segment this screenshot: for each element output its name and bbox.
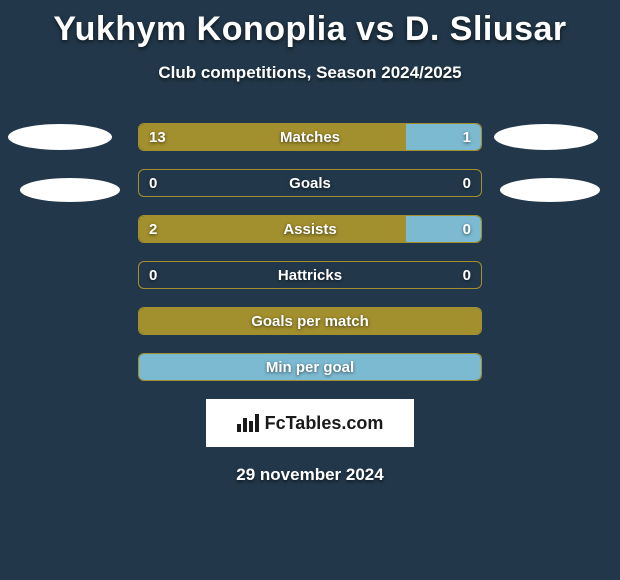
stat-label: Hattricks [139,262,481,289]
comparison-rows: 131Matches 00Goals 20Assists 00Hattricks Goa… [0,123,620,381]
stat-row: 00Hattricks [138,261,482,289]
stat-label: Matches [139,124,481,151]
stat-label: Goals [139,170,481,197]
stat-row: 131Matches [138,123,482,151]
avatar-placeholder [494,124,598,150]
stat-row: Min per goal [138,353,482,381]
logo-box: FcTables.com [206,399,414,447]
logo-text: FcTables.com [265,413,384,434]
subtitle: Club competitions, Season 2024/2025 [0,63,620,83]
logo: FcTables.com [237,413,384,434]
page-title: Yukhym Konoplia vs D. Sliusar [0,0,620,49]
stat-row: 20Assists [138,215,482,243]
date-label: 29 november 2024 [0,465,620,485]
avatar-placeholder [20,178,120,202]
avatar-placeholder [8,124,112,150]
avatar-placeholder [500,178,600,202]
stat-label: Goals per match [139,308,481,335]
stat-row: 00Goals [138,169,482,197]
stat-label: Assists [139,216,481,243]
stat-row: Goals per match [138,307,482,335]
stat-label: Min per goal [139,354,481,381]
bars-icon [237,414,259,432]
